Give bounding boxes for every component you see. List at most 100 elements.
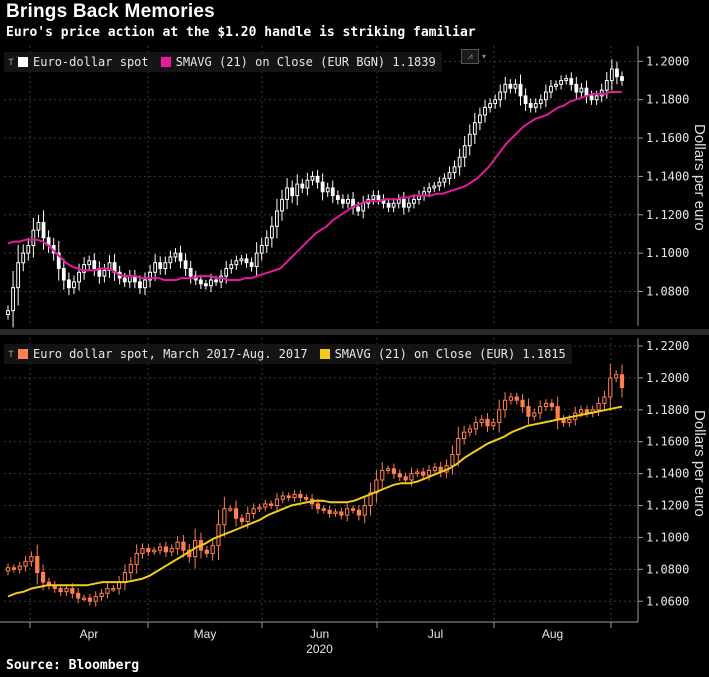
candle: [356, 505, 361, 521]
legend-label-euro-2017: Euro dollar spot, March 2017-Aug. 2017: [33, 347, 308, 361]
candle-body: [518, 83, 523, 97]
candle-body: [209, 279, 213, 287]
candle: [127, 269, 132, 289]
candle-body: [111, 587, 116, 591]
candle: [452, 160, 457, 179]
candle-body: [224, 267, 229, 277]
pin-icon[interactable]: ⊤: [8, 348, 15, 360]
y-tick-label: 1.1800: [646, 93, 689, 107]
candle-body: [397, 473, 402, 478]
candle-body: [298, 493, 303, 499]
candle-body: [228, 508, 233, 511]
candle: [549, 79, 553, 99]
candle: [122, 272, 127, 288]
candle-body: [264, 237, 269, 246]
y-tick-label: 1.1800: [646, 403, 689, 417]
candle-body: [286, 495, 291, 499]
candle: [438, 461, 443, 478]
candle: [502, 392, 508, 418]
candle: [132, 269, 137, 289]
candle-body: [72, 281, 76, 289]
candle-body: [406, 202, 411, 208]
candle-body: [462, 431, 467, 440]
chevron-down-icon[interactable]: ▾: [482, 51, 487, 61]
candle-body: [6, 310, 10, 315]
candle: [6, 305, 10, 320]
candle-body: [285, 187, 289, 200]
candle: [158, 256, 163, 275]
candle: [11, 270, 15, 328]
candle: [391, 198, 396, 213]
candle: [371, 190, 376, 205]
candle: [239, 254, 244, 265]
candle-body: [210, 544, 215, 554]
candle: [321, 505, 326, 514]
candle: [533, 98, 538, 113]
candle-body: [292, 493, 297, 499]
candle: [498, 84, 503, 108]
candle: [222, 496, 227, 537]
candle-body: [82, 264, 87, 273]
candle: [251, 503, 256, 519]
candle: [374, 469, 379, 503]
candle-body: [596, 402, 601, 411]
candle: [569, 72, 574, 91]
candle-body: [263, 503, 268, 508]
candle: [594, 90, 599, 105]
candle-body: [473, 422, 478, 430]
candle: [620, 71, 624, 86]
candle: [264, 230, 269, 253]
chart-title: Brings Back Memories: [6, 1, 215, 22]
candle: [183, 253, 188, 276]
candle: [345, 502, 350, 522]
chart-type-toolbox[interactable]: ⩘ ▾: [461, 47, 491, 65]
line-chart-icon[interactable]: ⩘: [461, 48, 479, 64]
candle: [82, 257, 87, 280]
candle-body: [275, 210, 279, 227]
x-axis-year-label: 2020: [306, 642, 333, 656]
candle-body: [11, 567, 16, 570]
candle-body: [175, 541, 180, 550]
candle: [508, 79, 513, 94]
candle: [330, 180, 335, 204]
candle: [168, 250, 173, 270]
candle: [274, 492, 280, 512]
candle-body: [497, 409, 502, 424]
y-tick-label: 1.1400: [646, 169, 689, 183]
candle: [99, 588, 104, 601]
pin-icon[interactable]: ⊤: [8, 56, 15, 68]
candle: [61, 258, 66, 290]
candle: [163, 541, 168, 558]
candle: [561, 415, 566, 427]
candle-body: [526, 406, 531, 417]
candle-body: [122, 277, 127, 283]
candle-body: [16, 262, 21, 289]
candle: [327, 506, 332, 518]
candle-body: [396, 198, 401, 204]
candle: [350, 505, 356, 514]
candle: [163, 256, 168, 275]
candle: [169, 544, 174, 557]
candle-body: [102, 269, 107, 277]
candle: [29, 551, 34, 567]
candle-body: [514, 396, 519, 401]
candle: [36, 214, 41, 238]
y-tick-label: 1.0800: [646, 562, 689, 576]
candle-body: [148, 271, 152, 281]
candle: [52, 580, 57, 593]
candle-body: [532, 412, 537, 417]
candle: [380, 462, 385, 489]
candle-body: [376, 195, 381, 200]
candle: [497, 399, 502, 433]
y-tick-label: 1.1000: [646, 530, 689, 544]
candle-body: [403, 476, 408, 481]
candle-body: [483, 106, 487, 116]
candle: [269, 216, 274, 248]
candle: [368, 482, 373, 516]
candle: [478, 107, 482, 131]
candle: [97, 260, 102, 284]
candle-body: [146, 548, 151, 553]
candle: [615, 61, 619, 85]
candle: [538, 94, 543, 109]
